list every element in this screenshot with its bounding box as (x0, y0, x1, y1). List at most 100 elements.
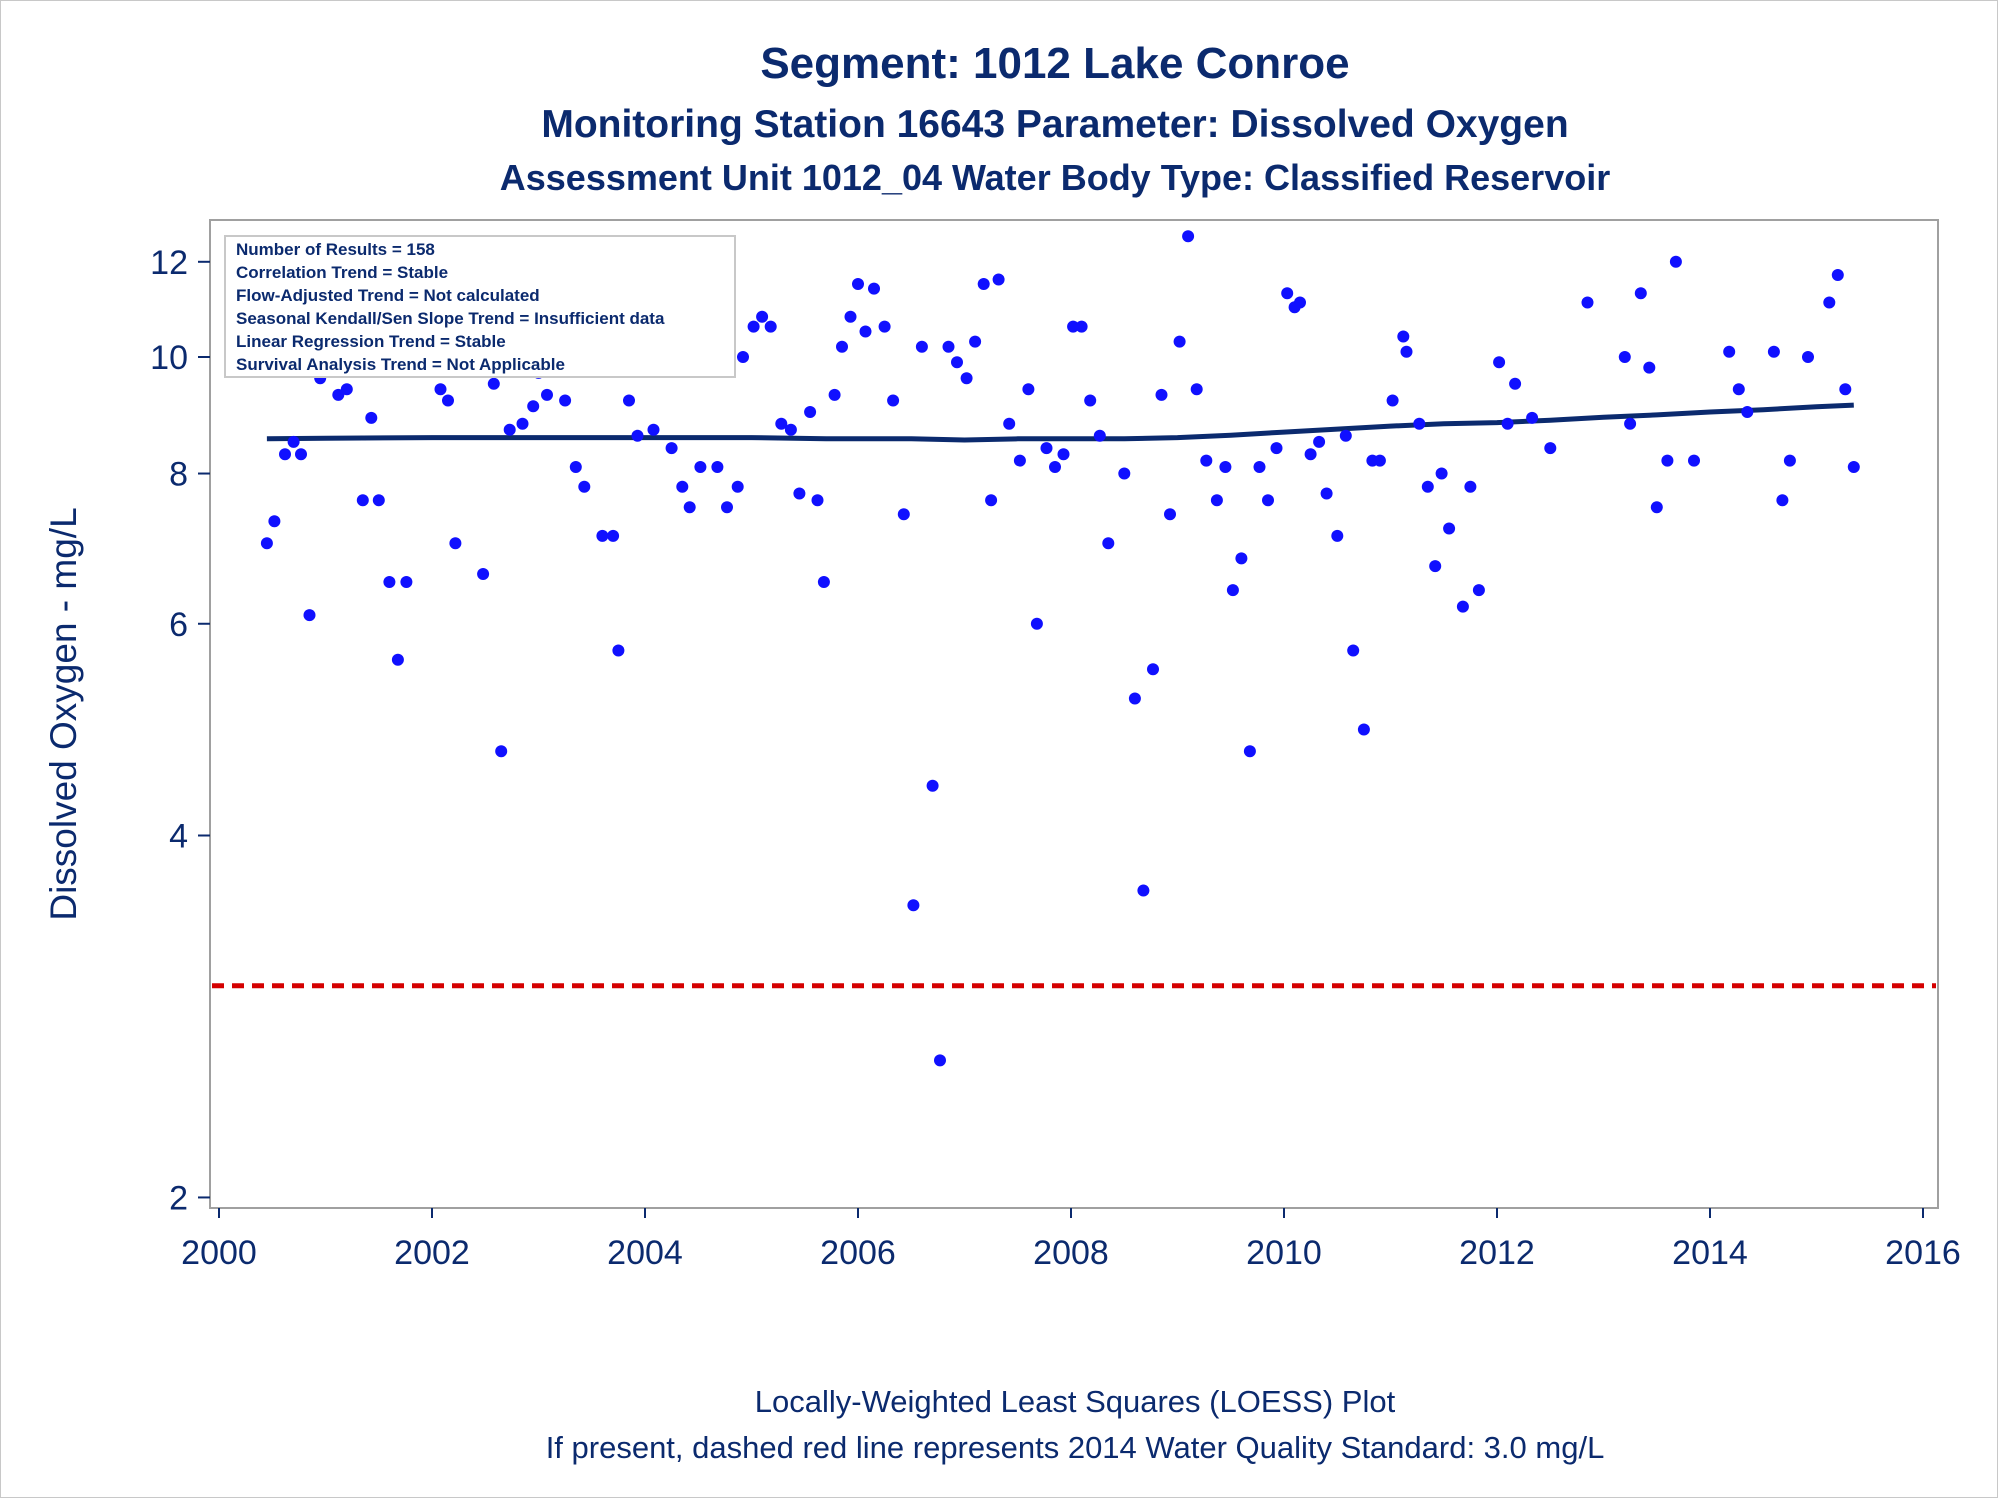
data-point (811, 494, 824, 507)
data-point (1831, 269, 1844, 281)
data-point (1173, 335, 1186, 348)
x-tick-label: 2008 (1033, 1234, 1109, 1272)
data-point (340, 383, 353, 396)
data-point (1210, 494, 1223, 507)
data-point (287, 435, 300, 448)
data-point (559, 394, 572, 407)
data-point (1253, 461, 1266, 473)
data-point (1304, 448, 1317, 461)
data-point (1219, 461, 1232, 473)
data-point (737, 351, 749, 363)
data-point (1823, 296, 1836, 309)
data-point (1472, 584, 1485, 597)
x-tick-label: 2012 (1459, 1234, 1535, 1272)
data-point (279, 448, 291, 461)
data-point (1526, 411, 1539, 424)
data-point (1741, 406, 1754, 418)
data-point (631, 429, 644, 442)
data-point (1501, 417, 1514, 430)
data-point (775, 417, 788, 430)
data-point (607, 529, 620, 542)
data-point (1270, 442, 1283, 455)
footnote-loess: Locally-Weighted Least Squares (LOESS) P… (755, 1384, 1396, 1419)
data-point (1357, 723, 1370, 736)
data-point (694, 461, 707, 473)
data-point (1581, 296, 1594, 309)
data-point (969, 335, 982, 348)
data-point (1057, 448, 1070, 461)
x-tick-label: 2014 (1672, 1234, 1748, 1272)
data-point (383, 576, 396, 588)
data-point (1464, 480, 1477, 493)
data-point (1413, 417, 1426, 430)
chart-subtitle-assessment: Assessment Unit 1012_04 Water Body Type:… (500, 157, 1610, 198)
data-point (487, 377, 500, 390)
data-point (1634, 287, 1647, 300)
data-point (817, 576, 830, 588)
data-point (1313, 435, 1326, 448)
data-point (852, 278, 864, 290)
data-point (844, 310, 857, 323)
data-point (1643, 361, 1656, 374)
data-point (764, 320, 777, 333)
data-point (1084, 394, 1097, 407)
data-point (1235, 552, 1248, 565)
data-point (260, 537, 273, 550)
data-point (442, 394, 454, 407)
data-point (1429, 560, 1442, 573)
y-axis-label: Dissolved Oxygen - mg/L (43, 507, 84, 920)
x-tick-label: 2016 (1885, 1234, 1961, 1272)
x-axis: 2000 2002 2004 2006 2008 2010 2012 2014 2016 (181, 1208, 1961, 1272)
data-point (859, 325, 872, 338)
data-point (1137, 884, 1150, 897)
data-point (1723, 345, 1736, 358)
stats-seasonal-kendall-trend: Seasonal Kendall/Sen Slope Trend = Insuf… (236, 309, 665, 328)
data-point (1688, 454, 1700, 467)
data-point (1493, 356, 1506, 369)
data-point (747, 320, 760, 333)
x-tick-label: 2004 (607, 1234, 683, 1272)
data-point (977, 278, 990, 290)
data-point (516, 417, 529, 430)
data-point (1650, 501, 1663, 514)
data-point (711, 461, 724, 473)
stats-number-of-results: Number of Results = 158 (236, 240, 435, 259)
data-point (1331, 529, 1344, 542)
data-point (1093, 429, 1106, 442)
data-point (647, 423, 660, 436)
data-point (1040, 442, 1053, 455)
footnote-standard: If present, dashed red line represents 2… (546, 1430, 1605, 1465)
data-point (356, 494, 369, 507)
data-point (1147, 663, 1159, 676)
data-point (541, 388, 553, 401)
data-point (527, 400, 540, 413)
data-point (1783, 454, 1796, 467)
data-point (942, 340, 955, 353)
data-point (1320, 487, 1333, 500)
stats-survival-analysis-trend: Survival Analysis Trend = Not Applicable (236, 355, 565, 374)
data-point (1243, 745, 1256, 758)
data-point (1128, 692, 1141, 705)
data-point (934, 1054, 946, 1067)
data-point (503, 423, 516, 436)
data-point (1013, 454, 1026, 467)
data-point (665, 442, 678, 455)
y-tick-label: 8 (169, 456, 188, 494)
stats-box-border (224, 235, 736, 378)
data-point (1618, 351, 1631, 363)
data-point (1509, 377, 1522, 390)
data-point (951, 356, 963, 369)
loess-layer (266, 402, 1854, 443)
data-point (1190, 383, 1203, 396)
data-point (569, 461, 582, 473)
data-point (1421, 480, 1434, 493)
data-point (1732, 383, 1745, 396)
y-tick-label: 6 (169, 606, 188, 644)
stats-box: Number of Results = 158 Correlation Tren… (224, 235, 736, 378)
data-point (365, 411, 378, 424)
data-point (683, 501, 696, 514)
x-tick-label: 2000 (181, 1234, 257, 1272)
data-point (887, 394, 900, 407)
data-point (1839, 383, 1852, 396)
data-point (1262, 494, 1274, 507)
